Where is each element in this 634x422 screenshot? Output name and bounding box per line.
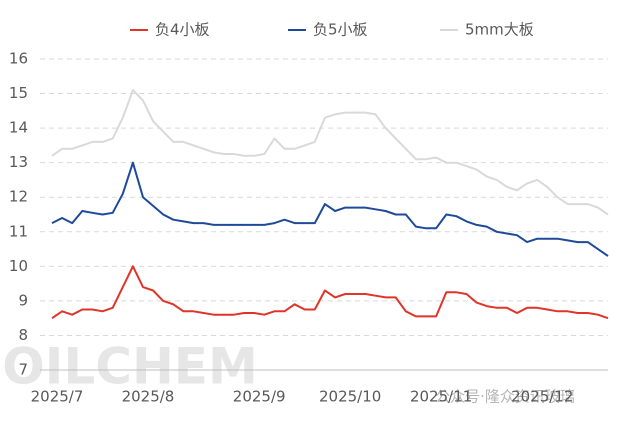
- y-tick-label: 7: [18, 361, 28, 379]
- y-tick-label: 10: [9, 257, 28, 275]
- x-tick-label: 2025/11: [410, 388, 472, 406]
- series-line: [51, 161, 609, 257]
- y-tick-label: 15: [9, 84, 28, 102]
- y-tick-label: 8: [18, 326, 28, 344]
- x-tick-label: 2025/7: [31, 388, 84, 406]
- watermark: 公众号·隆众资讯玻璃: [435, 388, 575, 406]
- legend-label: 负5小板: [313, 21, 368, 39]
- y-tick-label: 16: [9, 50, 28, 68]
- legend-label: 负4小板: [155, 21, 210, 39]
- legend-label: 5mm大板: [465, 21, 534, 39]
- watermark: OILCHEM: [2, 338, 257, 396]
- y-tick-label: 11: [9, 222, 28, 240]
- series-line: [51, 265, 609, 320]
- x-tick-label: 2025/8: [122, 388, 175, 406]
- y-tick-label: 13: [9, 153, 28, 171]
- x-tick-label: 2025/10: [319, 388, 381, 406]
- series-line: [51, 89, 609, 216]
- y-tick-label: 14: [9, 119, 28, 137]
- x-tick-label: 2025/12: [511, 388, 573, 406]
- y-tick-label: 12: [9, 188, 28, 206]
- y-tick-label: 9: [18, 291, 28, 309]
- x-tick-label: 2025/9: [233, 388, 286, 406]
